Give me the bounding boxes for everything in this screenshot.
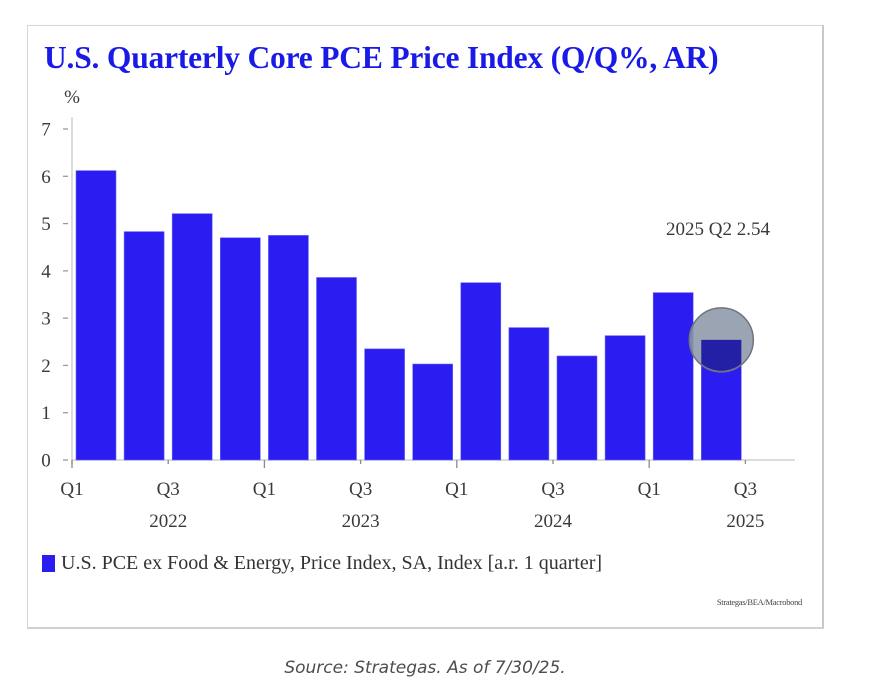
x-tick-label: Q3 [541, 479, 564, 500]
x-year-label: 2022 [149, 511, 187, 532]
legend-label: U.S. PCE ex Food & Energy, Price Index, … [61, 552, 603, 574]
bar [508, 327, 550, 461]
bar [268, 235, 309, 461]
bar [652, 292, 694, 461]
bar [460, 282, 502, 461]
highlight-overlay [688, 307, 755, 373]
x-year-label: 2025 [726, 511, 764, 532]
annotation-label: 2025 Q2 2.54 [666, 219, 770, 240]
bar [556, 355, 598, 461]
y-tick-label: 5 [41, 214, 51, 235]
bar [220, 237, 261, 461]
x-tick-label: Q1 [638, 479, 661, 500]
y-tick-label: 7 [41, 120, 51, 141]
y-tick-label: 0 [41, 451, 51, 472]
y-tick-label: 3 [41, 309, 51, 330]
highlighted-bar-overlap [701, 339, 742, 371]
caption: Source: Strategas. As of 7/30/25. [284, 658, 566, 678]
x-tick-label: Q3 [157, 479, 180, 500]
bar [604, 335, 646, 461]
axis-labels: 0 1 2 3 4 5 6 7% Q1 Q3 Q1 Q3 Q1 Q3 Q1 Q3 2022 2023 2024 202… [41, 87, 770, 532]
bar [316, 277, 357, 461]
y-unit-label: % [64, 87, 80, 108]
x-tick-label: Q3 [349, 479, 372, 500]
x-tick-label: Q1 [445, 479, 468, 500]
bars [75, 170, 742, 461]
bar [171, 213, 213, 461]
x-year-label: 2023 [342, 511, 380, 532]
y-tick-label: 1 [41, 403, 51, 424]
x-tick-label: Q1 [60, 479, 83, 500]
legend: U.S. PCE ex Food & Energy, Price Index, … [42, 552, 602, 575]
bar [123, 231, 165, 461]
chart-source: Strategas/BEA/Macrobond [716, 597, 802, 607]
bar [364, 348, 405, 461]
bar [75, 170, 117, 461]
y-tick-label: 6 [41, 167, 51, 188]
bar [412, 363, 454, 461]
chart-title: U.S. Quarterly Core PCE Price Index (Q/Q… [44, 40, 719, 75]
x-tick-label: Q3 [734, 479, 757, 500]
x-tick-label: Q1 [253, 479, 276, 500]
y-tick-label: 4 [41, 261, 51, 282]
legend-swatch [42, 555, 55, 572]
y-tick-label: 2 [41, 356, 51, 377]
x-year-label: 2024 [534, 511, 573, 532]
